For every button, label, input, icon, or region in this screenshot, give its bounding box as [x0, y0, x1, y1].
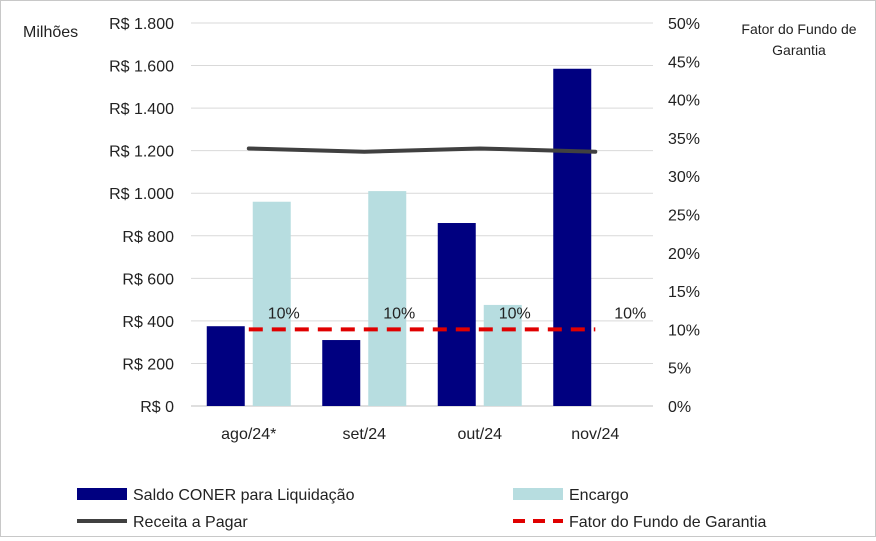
right-tick-label: 30%: [668, 169, 700, 186]
legend-label: Fator do Fundo de Garantia: [569, 514, 767, 531]
receita-a-pagar-line: [246, 146, 598, 154]
bar-saldo-coner: [437, 223, 476, 406]
left-tick-label: R$ 200: [122, 356, 174, 373]
right-tick-label: 35%: [668, 131, 700, 148]
bar-encargo: [368, 191, 407, 406]
x-tick-label: ago/24*: [221, 426, 276, 443]
fator-data-label: 10%: [614, 305, 646, 322]
legend-label: Encargo: [569, 487, 629, 504]
legend-swatch: [513, 488, 563, 500]
left-tick-label: R$ 1.800: [109, 16, 174, 33]
bar-saldo-coner: [206, 326, 245, 406]
left-tick-label: R$ 400: [122, 314, 174, 331]
legend-label: Saldo CONER para Liquidação: [133, 487, 355, 504]
fator-data-label: 10%: [383, 305, 415, 322]
bars-layer: [206, 68, 592, 406]
right-tick-label: 15%: [668, 284, 700, 301]
right-axis-title-line2: Garantia: [772, 42, 826, 58]
x-tick-label: set/24: [342, 426, 386, 443]
left-tick-label: R$ 0: [140, 399, 174, 416]
right-tick-label: 25%: [668, 208, 700, 225]
left-tick-label: R$ 600: [122, 271, 174, 288]
right-tick-label: 0%: [668, 399, 691, 416]
x-tick-label: nov/24: [571, 426, 619, 443]
data-labels-layer: 10% 10% 10% 10%: [268, 305, 647, 322]
right-tick-label: 40%: [668, 93, 700, 110]
right-tick-label: 50%: [668, 16, 700, 33]
right-tick-label: 5%: [668, 361, 691, 378]
legend: Saldo CONER para Liquidação Encargo Receit…: [77, 487, 767, 531]
axes-layer: Milhões Fator do Fundo de Garantia R$ 0 R…: [23, 16, 857, 443]
legend-swatch: [77, 488, 127, 500]
bar-saldo-coner: [553, 68, 592, 406]
left-tick-label: R$ 1.200: [109, 144, 174, 161]
fator-data-label: 10%: [268, 305, 300, 322]
right-axis-title-line1: Fator do Fundo de: [741, 21, 856, 37]
fator-data-label: 10%: [499, 305, 531, 322]
right-tick-label: 10%: [668, 322, 700, 339]
lines-layer: [246, 146, 598, 332]
bar-encargo: [483, 304, 522, 406]
right-tick-label: 45%: [668, 54, 700, 71]
left-tick-label: R$ 1.400: [109, 101, 174, 118]
x-tick-label: out/24: [458, 426, 503, 443]
left-axis-unit-label: Milhões: [23, 24, 78, 41]
bar-encargo: [252, 201, 291, 406]
left-tick-label: R$ 1.000: [109, 186, 174, 203]
left-tick-label: R$ 800: [122, 229, 174, 246]
right-tick-label: 20%: [668, 246, 700, 263]
bar-saldo-coner: [322, 340, 361, 406]
legend-label: Receita a Pagar: [133, 514, 248, 531]
left-tick-label: R$ 1.600: [109, 59, 174, 76]
